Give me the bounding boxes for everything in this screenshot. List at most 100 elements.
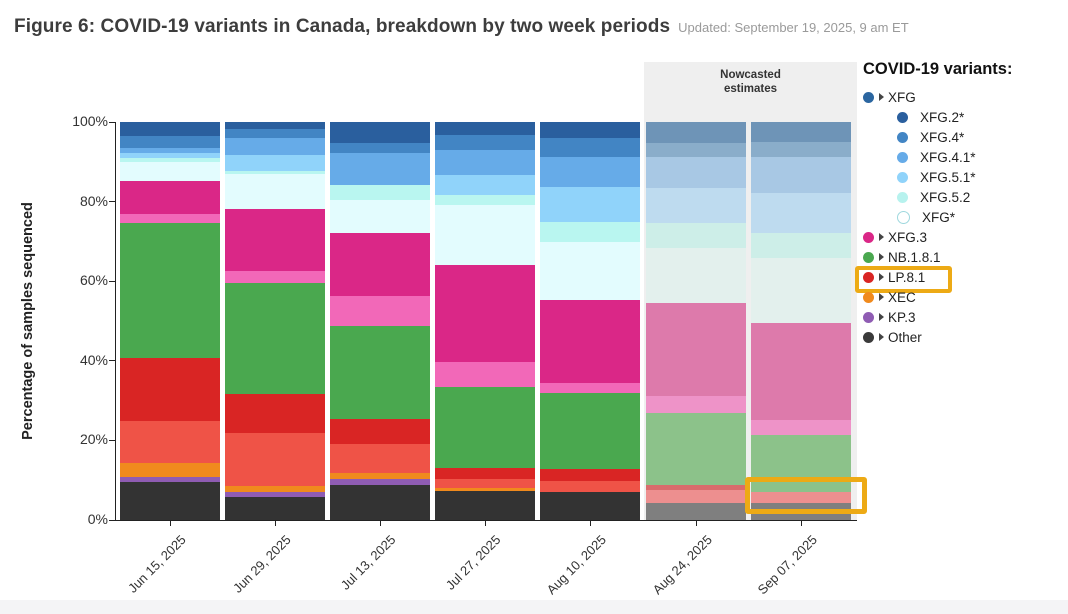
segment-xfg-5-1-[interactable]: [225, 155, 325, 171]
segment-kp-3[interactable]: [330, 479, 430, 485]
segment-lp-8-1[interactable]: [225, 394, 325, 434]
segment-xfg-3-sublineage[interactable]: [225, 270, 325, 283]
segment-xfg-4-1-[interactable]: [540, 157, 640, 188]
segment-other[interactable]: [225, 496, 325, 520]
segment-xfg-4-[interactable]: [330, 143, 430, 154]
segment-nb-1-8-1[interactable]: [751, 435, 851, 493]
expander-triangle-icon[interactable]: [879, 313, 884, 321]
segment-xfg-3[interactable]: [751, 322, 851, 421]
segment-nb-1-8-1[interactable]: [330, 326, 430, 420]
segment-xfg-3[interactable]: [540, 300, 640, 383]
segment-xfg-[interactable]: [751, 258, 851, 323]
segment-xfg-2-[interactable]: [435, 122, 535, 136]
segment-xfg-2-[interactable]: [751, 122, 851, 142]
legend-item-xfg-3[interactable]: XFG.3: [863, 227, 1063, 247]
segment-xec[interactable]: [225, 486, 325, 492]
segment-xfg-5-2[interactable]: [646, 223, 746, 249]
segment-xfg-4-1-[interactable]: [330, 153, 430, 186]
segment-xfg-[interactable]: [330, 200, 430, 233]
segment-xfg-4-[interactable]: [435, 135, 535, 151]
segment-xec[interactable]: [435, 488, 535, 492]
segment-xec[interactable]: [120, 463, 220, 477]
expander-triangle-icon[interactable]: [879, 273, 884, 281]
segment-xfg-5-1-[interactable]: [646, 188, 746, 224]
segment-lp-8-1-sublineage[interactable]: [120, 421, 220, 464]
segment-xfg-3[interactable]: [646, 303, 746, 396]
segment-xfg-4-[interactable]: [120, 135, 220, 148]
expander-triangle-icon[interactable]: [879, 253, 884, 261]
segment-lp-8-1-sublineage[interactable]: [330, 444, 430, 474]
segment-lp-8-1[interactable]: [646, 484, 746, 491]
segment-xfg-5-2[interactable]: [751, 233, 851, 259]
segment-xfg-4-[interactable]: [751, 141, 851, 157]
segment-xfg-[interactable]: [120, 162, 220, 182]
segment-xfg-5-1-[interactable]: [751, 192, 851, 233]
segment-nb-1-8-1[interactable]: [225, 282, 325, 395]
bar-jul-13-2025[interactable]: [330, 122, 430, 520]
legend-item-xfg-2-[interactable]: XFG.2*: [863, 107, 1063, 127]
expander-triangle-icon[interactable]: [879, 293, 884, 301]
segment-lp-8-1[interactable]: [540, 468, 640, 481]
segment-xfg-4-1-[interactable]: [225, 138, 325, 156]
segment-other[interactable]: [435, 491, 535, 520]
bar-aug-24-2025[interactable]: [646, 122, 746, 520]
bar-jun-15-2025[interactable]: [120, 122, 220, 520]
legend-item-lp-8-1[interactable]: LP.8.1: [863, 267, 1063, 287]
segment-xfg-2-[interactable]: [120, 122, 220, 136]
segment-xfg-4-[interactable]: [646, 143, 746, 158]
segment-xfg-[interactable]: [225, 173, 325, 209]
legend-item-xec[interactable]: XEC: [863, 287, 1063, 307]
segment-xfg-5-2[interactable]: [330, 185, 430, 201]
segment-xfg-3[interactable]: [435, 265, 535, 363]
segment-xfg-5-1-[interactable]: [120, 153, 220, 159]
legend-item-kp-3[interactable]: KP.3: [863, 307, 1063, 327]
segment-kp-3[interactable]: [120, 476, 220, 482]
expander-triangle-icon[interactable]: [879, 333, 884, 341]
legend-item-xfg-5-2[interactable]: XFG.5.2: [863, 187, 1063, 207]
legend-item-xfg-[interactable]: XFG*: [863, 207, 1063, 227]
segment-xfg-2-[interactable]: [540, 122, 640, 138]
segment-lp-8-1-sublineage[interactable]: [435, 478, 535, 489]
segment-lp-8-1-sublineage[interactable]: [225, 433, 325, 487]
segment-lp-8-1[interactable]: [120, 357, 220, 422]
legend-item-xfg[interactable]: XFG: [863, 87, 1063, 107]
segment-xfg-5-2[interactable]: [435, 195, 535, 206]
bar-aug-10-2025[interactable]: [540, 122, 640, 520]
legend-item-nb-1-8-1[interactable]: NB.1.8.1: [863, 247, 1063, 267]
legend-item-xfg-4-[interactable]: XFG.4*: [863, 127, 1063, 147]
segment-nb-1-8-1[interactable]: [540, 392, 640, 469]
segment-nb-1-8-1[interactable]: [120, 223, 220, 358]
segment-lp-8-1[interactable]: [435, 467, 535, 479]
segment-xfg-3-sublineage[interactable]: [540, 382, 640, 393]
segment-xfg-5-2[interactable]: [540, 222, 640, 243]
segment-xfg-3-sublineage[interactable]: [751, 420, 851, 436]
segment-xfg-4-1-[interactable]: [120, 147, 220, 154]
segment-xfg-4-[interactable]: [540, 137, 640, 157]
legend-item-xfg-5-1-[interactable]: XFG.5.1*: [863, 167, 1063, 187]
segment-xfg-3[interactable]: [120, 181, 220, 214]
segment-xfg-5-2[interactable]: [120, 158, 220, 163]
segment-nb-1-8-1[interactable]: [646, 412, 746, 485]
segment-xfg-2-[interactable]: [225, 122, 325, 130]
segment-xfg-4-1-[interactable]: [646, 157, 746, 189]
segment-xfg-3[interactable]: [330, 232, 430, 296]
segment-xfg-4-1-[interactable]: [435, 150, 535, 176]
segment-xfg-3-sublineage[interactable]: [646, 395, 746, 413]
segment-xfg-2-[interactable]: [330, 122, 430, 144]
segment-xfg-[interactable]: [435, 205, 535, 266]
segment-other[interactable]: [120, 481, 220, 520]
legend-item-xfg-4-1-[interactable]: XFG.4.1*: [863, 147, 1063, 167]
segment-xfg-5-1-[interactable]: [540, 187, 640, 223]
segment-xfg-[interactable]: [540, 242, 640, 301]
expander-triangle-icon[interactable]: [879, 233, 884, 241]
segment-other[interactable]: [646, 503, 746, 520]
expander-triangle-icon[interactable]: [879, 93, 884, 101]
segment-xfg-[interactable]: [646, 248, 746, 304]
segment-xfg-4-[interactable]: [225, 129, 325, 139]
segment-xec[interactable]: [330, 473, 430, 480]
segment-other[interactable]: [330, 484, 430, 520]
segment-xfg-3-sublineage[interactable]: [120, 213, 220, 224]
bar-jun-29-2025[interactable]: [225, 122, 325, 520]
segment-nb-1-8-1[interactable]: [435, 387, 535, 468]
segment-xfg-3-sublineage[interactable]: [435, 362, 535, 388]
